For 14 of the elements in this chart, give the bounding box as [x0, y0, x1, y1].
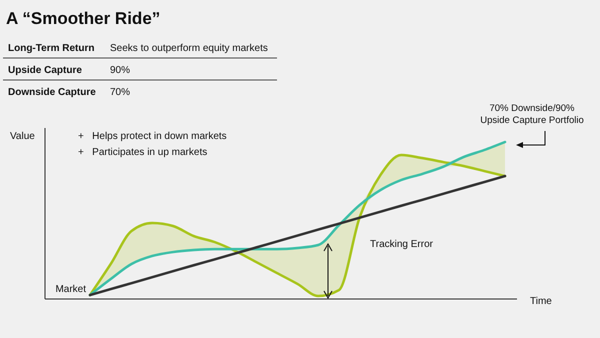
- text: Long-Term Return: [8, 43, 94, 54]
- chart-title: A “Smoother Ride”: [6, 9, 160, 28]
- text: + Helps protect in down markets: [78, 131, 227, 142]
- x-axis-title: Time: [530, 296, 552, 307]
- text: 70% Downside/90% Upside Capture Portfolio: [480, 103, 584, 126]
- text: Seeks to outperform equity markets: [110, 43, 268, 54]
- annotation: + Participates in up markets: [78, 147, 208, 158]
- text: Upside Capture: [8, 65, 82, 76]
- text: 90%: [110, 65, 130, 76]
- text: 70%: [110, 87, 130, 98]
- annotation: Tracking Error: [370, 239, 434, 250]
- series-label: Market: [55, 284, 86, 296]
- text: Downside Capture: [8, 87, 96, 98]
- y-axis-title: Value: [10, 131, 36, 142]
